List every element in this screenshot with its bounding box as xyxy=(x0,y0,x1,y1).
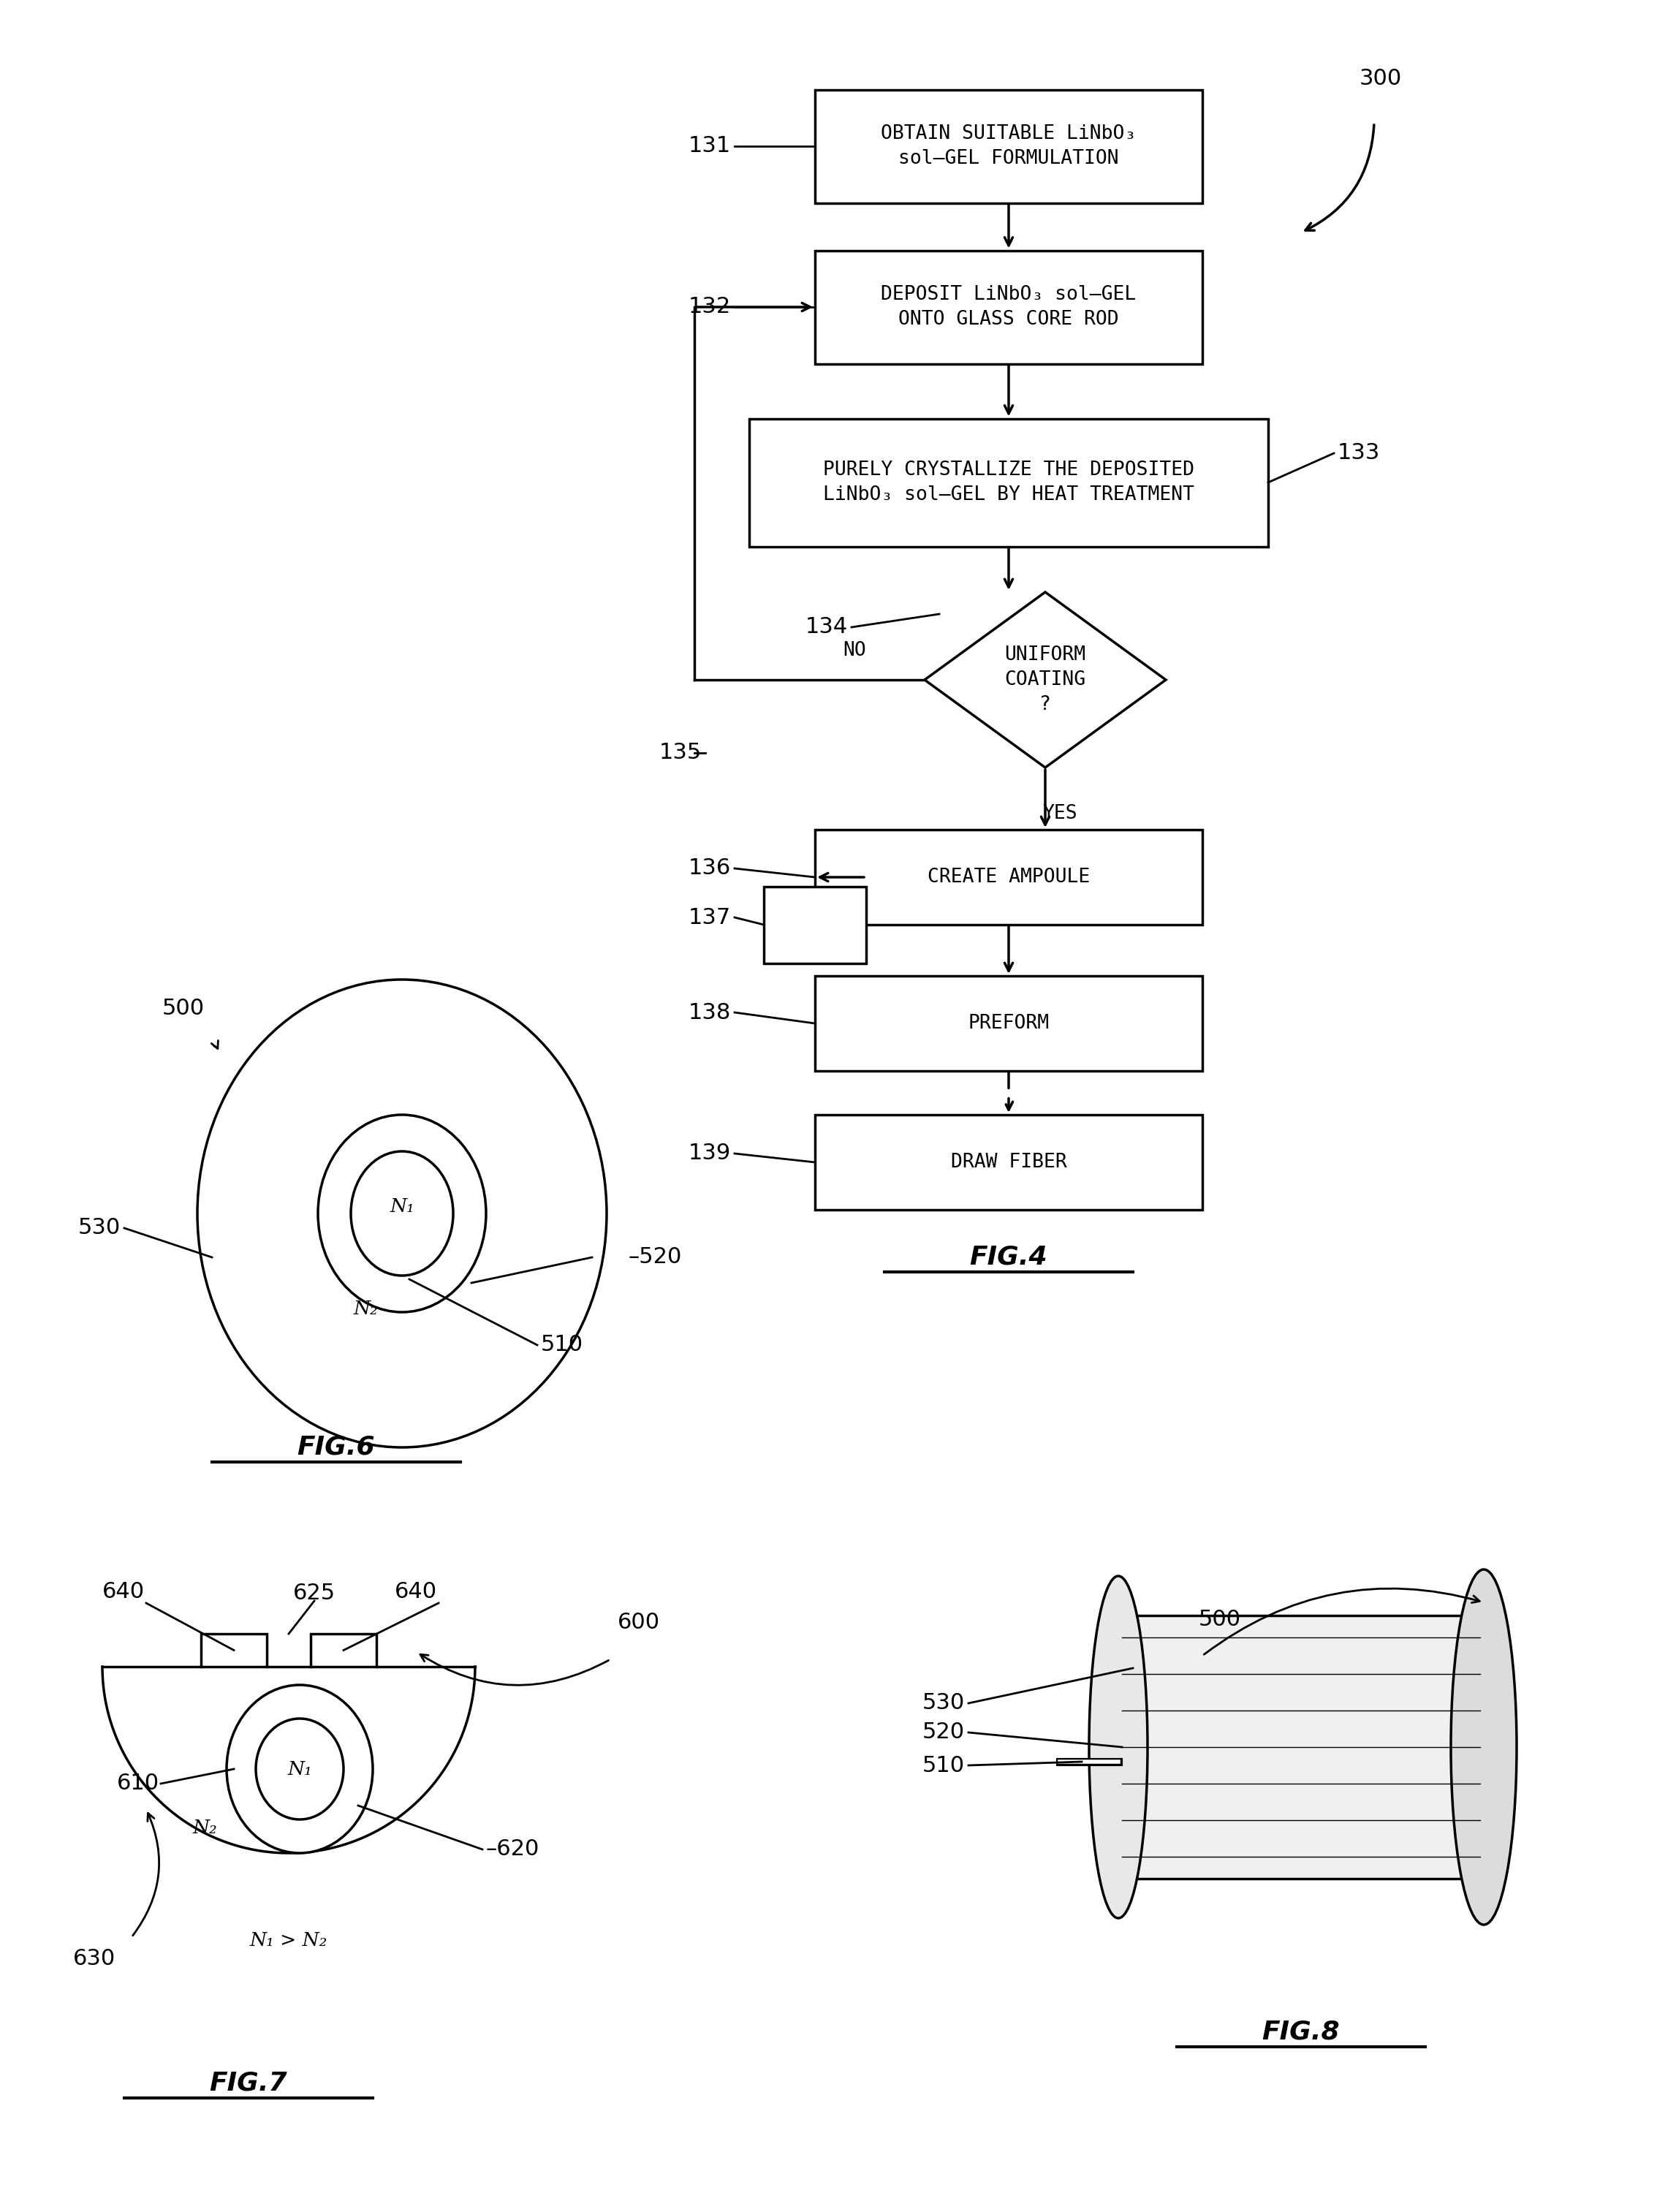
FancyArrowPatch shape xyxy=(1306,124,1374,230)
FancyBboxPatch shape xyxy=(815,250,1202,363)
Text: FIG.8: FIG.8 xyxy=(1262,2020,1341,2044)
FancyBboxPatch shape xyxy=(815,88,1202,204)
Text: FIG.7: FIG.7 xyxy=(210,2070,288,2095)
FancyBboxPatch shape xyxy=(201,1635,266,1666)
FancyBboxPatch shape xyxy=(310,1635,377,1666)
Ellipse shape xyxy=(318,1115,486,1312)
Text: CREATE AMPOULE: CREATE AMPOULE xyxy=(927,867,1089,887)
Text: N₂: N₂ xyxy=(193,1818,216,1836)
FancyArrowPatch shape xyxy=(421,1655,608,1686)
Text: 630: 630 xyxy=(74,1949,116,1969)
Ellipse shape xyxy=(350,1150,453,1276)
Text: –520: –520 xyxy=(628,1248,682,1267)
Text: –620: –620 xyxy=(486,1838,540,1860)
FancyBboxPatch shape xyxy=(815,830,1202,925)
Ellipse shape xyxy=(226,1686,372,1854)
Text: 600: 600 xyxy=(618,1613,660,1632)
Text: 610: 610 xyxy=(117,1774,159,1794)
Text: UNIFORM
COATING
?: UNIFORM COATING ? xyxy=(1004,646,1086,714)
Text: 138: 138 xyxy=(689,1002,731,1022)
FancyArrowPatch shape xyxy=(132,1814,159,1936)
Ellipse shape xyxy=(1089,1575,1148,1918)
Text: 530: 530 xyxy=(79,1217,121,1239)
Text: 137: 137 xyxy=(689,907,731,929)
Text: 136: 136 xyxy=(689,858,731,878)
Text: 530: 530 xyxy=(922,1692,965,1714)
Text: YES: YES xyxy=(1042,805,1078,823)
FancyArrowPatch shape xyxy=(1203,1588,1480,1655)
Text: 134: 134 xyxy=(804,617,848,637)
FancyBboxPatch shape xyxy=(815,975,1202,1071)
Text: 135: 135 xyxy=(659,743,702,763)
Text: DRAW FIBER: DRAW FIBER xyxy=(950,1152,1066,1172)
Text: OBTAIN SUITABLE LiNbO₃
sol–GEL FORMULATION: OBTAIN SUITABLE LiNbO₃ sol–GEL FORMULATI… xyxy=(882,124,1136,168)
Text: FIG.6: FIG.6 xyxy=(297,1436,375,1460)
FancyBboxPatch shape xyxy=(764,887,866,962)
Text: 500: 500 xyxy=(1198,1608,1242,1630)
Text: 640: 640 xyxy=(102,1582,144,1604)
Text: 132: 132 xyxy=(689,296,731,319)
Ellipse shape xyxy=(256,1719,344,1820)
Text: N₁ > N₂: N₁ > N₂ xyxy=(250,1931,327,1951)
Text: NO: NO xyxy=(843,641,866,659)
Text: 510: 510 xyxy=(922,1754,965,1776)
Text: 133: 133 xyxy=(1337,442,1381,465)
Text: 520: 520 xyxy=(922,1721,965,1743)
Text: 300: 300 xyxy=(1359,69,1403,88)
FancyArrowPatch shape xyxy=(211,1040,218,1048)
FancyBboxPatch shape xyxy=(815,1115,1202,1210)
Text: 500: 500 xyxy=(163,998,204,1020)
Text: PREFORM: PREFORM xyxy=(969,1013,1049,1033)
Ellipse shape xyxy=(198,980,607,1447)
Ellipse shape xyxy=(1451,1571,1517,1924)
Text: 131: 131 xyxy=(689,135,731,157)
Text: FIG.4: FIG.4 xyxy=(970,1245,1048,1270)
Text: N₂: N₂ xyxy=(354,1298,377,1318)
Text: N₁: N₁ xyxy=(287,1761,312,1778)
Text: N₁: N₁ xyxy=(391,1197,414,1214)
FancyBboxPatch shape xyxy=(749,418,1269,546)
Text: PURELY CRYSTALLIZE THE DEPOSITED
LiNbO₃ sol–GEL BY HEAT TREATMENT: PURELY CRYSTALLIZE THE DEPOSITED LiNbO₃ … xyxy=(823,460,1195,504)
Text: 510: 510 xyxy=(541,1334,583,1356)
Text: DEPOSIT LiNbO₃ sol–GEL
ONTO GLASS CORE ROD: DEPOSIT LiNbO₃ sol–GEL ONTO GLASS CORE R… xyxy=(882,285,1136,330)
FancyBboxPatch shape xyxy=(1118,1615,1483,1878)
Polygon shape xyxy=(925,593,1166,768)
Text: 625: 625 xyxy=(293,1584,335,1604)
Text: 640: 640 xyxy=(394,1582,437,1604)
Text: 139: 139 xyxy=(689,1144,731,1164)
